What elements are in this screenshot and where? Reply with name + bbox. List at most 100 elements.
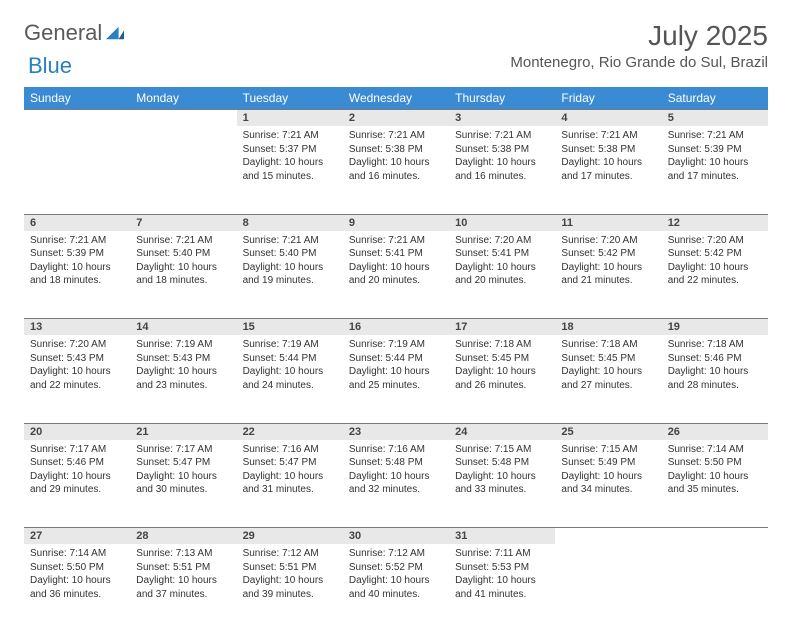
calendar-head: SundayMondayTuesdayWednesdayThursdayFrid… xyxy=(24,87,768,110)
sunset-line: Sunset: 5:49 PM xyxy=(561,456,655,470)
daylight-line: Daylight: 10 hours and 18 minutes. xyxy=(30,261,124,288)
weekday-friday: Friday xyxy=(555,87,661,110)
empty-cell xyxy=(24,126,130,214)
sunset-line: Sunset: 5:41 PM xyxy=(349,247,443,261)
day-4-info: Sunrise: 7:21 AMSunset: 5:38 PMDaylight:… xyxy=(555,126,661,214)
daylight-line: Daylight: 10 hours and 31 minutes. xyxy=(243,470,337,497)
weekday-row: SundayMondayTuesdayWednesdayThursdayFrid… xyxy=(24,87,768,110)
sunset-line: Sunset: 5:40 PM xyxy=(136,247,230,261)
daylight-line: Daylight: 10 hours and 24 minutes. xyxy=(243,365,337,392)
day-18-info: Sunrise: 7:18 AMSunset: 5:45 PMDaylight:… xyxy=(555,335,661,423)
day-13-info: Sunrise: 7:20 AMSunset: 5:43 PMDaylight:… xyxy=(24,335,130,423)
day-20-info: Sunrise: 7:17 AMSunset: 5:46 PMDaylight:… xyxy=(24,440,130,528)
daylight-line: Daylight: 10 hours and 19 minutes. xyxy=(243,261,337,288)
daynum-22: 22 xyxy=(237,423,343,440)
daylight-line: Daylight: 10 hours and 36 minutes. xyxy=(30,574,124,601)
week-2-daynums: 6789101112 xyxy=(24,214,768,231)
day-8-info: Sunrise: 7:21 AMSunset: 5:40 PMDaylight:… xyxy=(237,231,343,319)
sunset-line: Sunset: 5:38 PM xyxy=(349,143,443,157)
day-12-info: Sunrise: 7:20 AMSunset: 5:42 PMDaylight:… xyxy=(662,231,768,319)
sunset-line: Sunset: 5:41 PM xyxy=(455,247,549,261)
sunrise-line: Sunrise: 7:13 AM xyxy=(136,547,230,561)
sunset-line: Sunset: 5:46 PM xyxy=(668,352,762,366)
sunrise-line: Sunrise: 7:14 AM xyxy=(30,547,124,561)
week-1-daynums: 12345 xyxy=(24,110,768,127)
sunrise-line: Sunrise: 7:19 AM xyxy=(243,338,337,352)
daylight-line: Daylight: 10 hours and 28 minutes. xyxy=(668,365,762,392)
sunset-line: Sunset: 5:45 PM xyxy=(455,352,549,366)
daynum-4: 4 xyxy=(555,110,661,127)
daylight-line: Daylight: 10 hours and 17 minutes. xyxy=(668,156,762,183)
day-17-info: Sunrise: 7:18 AMSunset: 5:45 PMDaylight:… xyxy=(449,335,555,423)
sunrise-line: Sunrise: 7:15 AM xyxy=(455,443,549,457)
empty-cell xyxy=(662,528,768,545)
daynum-29: 29 xyxy=(237,528,343,545)
daynum-5: 5 xyxy=(662,110,768,127)
daynum-19: 19 xyxy=(662,319,768,336)
sunrise-line: Sunrise: 7:11 AM xyxy=(455,547,549,561)
sunset-line: Sunset: 5:38 PM xyxy=(455,143,549,157)
daylight-line: Daylight: 10 hours and 17 minutes. xyxy=(561,156,655,183)
day-6-info: Sunrise: 7:21 AMSunset: 5:39 PMDaylight:… xyxy=(24,231,130,319)
week-3-content: Sunrise: 7:20 AMSunset: 5:43 PMDaylight:… xyxy=(24,335,768,423)
calendar-body: 12345Sunrise: 7:21 AMSunset: 5:37 PMDayl… xyxy=(24,110,768,632)
day-25-info: Sunrise: 7:15 AMSunset: 5:49 PMDaylight:… xyxy=(555,440,661,528)
empty-cell xyxy=(555,528,661,545)
day-27-info: Sunrise: 7:14 AMSunset: 5:50 PMDaylight:… xyxy=(24,544,130,632)
daylight-line: Daylight: 10 hours and 16 minutes. xyxy=(455,156,549,183)
weekday-saturday: Saturday xyxy=(662,87,768,110)
sunrise-line: Sunrise: 7:21 AM xyxy=(30,234,124,248)
sunrise-line: Sunrise: 7:18 AM xyxy=(455,338,549,352)
sunset-line: Sunset: 5:47 PM xyxy=(136,456,230,470)
weekday-thursday: Thursday xyxy=(449,87,555,110)
daylight-line: Daylight: 10 hours and 29 minutes. xyxy=(30,470,124,497)
week-2-content: Sunrise: 7:21 AMSunset: 5:39 PMDaylight:… xyxy=(24,231,768,319)
sunset-line: Sunset: 5:52 PM xyxy=(349,561,443,575)
daynum-30: 30 xyxy=(343,528,449,545)
daylight-line: Daylight: 10 hours and 22 minutes. xyxy=(30,365,124,392)
weekday-wednesday: Wednesday xyxy=(343,87,449,110)
weekday-sunday: Sunday xyxy=(24,87,130,110)
sunrise-line: Sunrise: 7:21 AM xyxy=(349,234,443,248)
sunset-line: Sunset: 5:50 PM xyxy=(668,456,762,470)
day-24-info: Sunrise: 7:15 AMSunset: 5:48 PMDaylight:… xyxy=(449,440,555,528)
sunrise-line: Sunrise: 7:12 AM xyxy=(349,547,443,561)
daylight-line: Daylight: 10 hours and 27 minutes. xyxy=(561,365,655,392)
daynum-11: 11 xyxy=(555,214,661,231)
sunset-line: Sunset: 5:50 PM xyxy=(30,561,124,575)
daynum-13: 13 xyxy=(24,319,130,336)
weekday-tuesday: Tuesday xyxy=(237,87,343,110)
sunrise-line: Sunrise: 7:21 AM xyxy=(668,129,762,143)
sunrise-line: Sunrise: 7:20 AM xyxy=(668,234,762,248)
day-28-info: Sunrise: 7:13 AMSunset: 5:51 PMDaylight:… xyxy=(130,544,236,632)
daynum-18: 18 xyxy=(555,319,661,336)
sunrise-line: Sunrise: 7:21 AM xyxy=(561,129,655,143)
sunrise-line: Sunrise: 7:17 AM xyxy=(136,443,230,457)
sunset-line: Sunset: 5:44 PM xyxy=(349,352,443,366)
sunset-line: Sunset: 5:42 PM xyxy=(668,247,762,261)
daynum-28: 28 xyxy=(130,528,236,545)
empty-cell xyxy=(130,110,236,127)
week-4-content: Sunrise: 7:17 AMSunset: 5:46 PMDaylight:… xyxy=(24,440,768,528)
logo-text-blue: Blue xyxy=(28,53,72,79)
sunrise-line: Sunrise: 7:21 AM xyxy=(349,129,443,143)
daylight-line: Daylight: 10 hours and 34 minutes. xyxy=(561,470,655,497)
day-11-info: Sunrise: 7:20 AMSunset: 5:42 PMDaylight:… xyxy=(555,231,661,319)
daynum-2: 2 xyxy=(343,110,449,127)
day-15-info: Sunrise: 7:19 AMSunset: 5:44 PMDaylight:… xyxy=(237,335,343,423)
daynum-23: 23 xyxy=(343,423,449,440)
logo: General xyxy=(24,20,126,46)
daylight-line: Daylight: 10 hours and 23 minutes. xyxy=(136,365,230,392)
sunrise-line: Sunrise: 7:14 AM xyxy=(668,443,762,457)
daylight-line: Daylight: 10 hours and 39 minutes. xyxy=(243,574,337,601)
week-5-content: Sunrise: 7:14 AMSunset: 5:50 PMDaylight:… xyxy=(24,544,768,632)
logo-mark-icon xyxy=(106,26,124,40)
sunrise-line: Sunrise: 7:19 AM xyxy=(136,338,230,352)
sunset-line: Sunset: 5:44 PM xyxy=(243,352,337,366)
daynum-14: 14 xyxy=(130,319,236,336)
daynum-6: 6 xyxy=(24,214,130,231)
day-2-info: Sunrise: 7:21 AMSunset: 5:38 PMDaylight:… xyxy=(343,126,449,214)
sunset-line: Sunset: 5:43 PM xyxy=(30,352,124,366)
sunrise-line: Sunrise: 7:18 AM xyxy=(561,338,655,352)
sunrise-line: Sunrise: 7:20 AM xyxy=(561,234,655,248)
